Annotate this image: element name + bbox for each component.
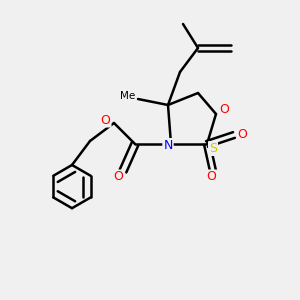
Text: O: O [207,170,216,184]
Text: O: O [220,103,229,116]
Text: O: O [238,128,247,142]
Text: O: O [101,113,110,127]
Text: Me: Me [120,91,135,101]
Text: N: N [163,139,173,152]
Text: O: O [114,170,123,184]
Text: S: S [209,142,217,155]
